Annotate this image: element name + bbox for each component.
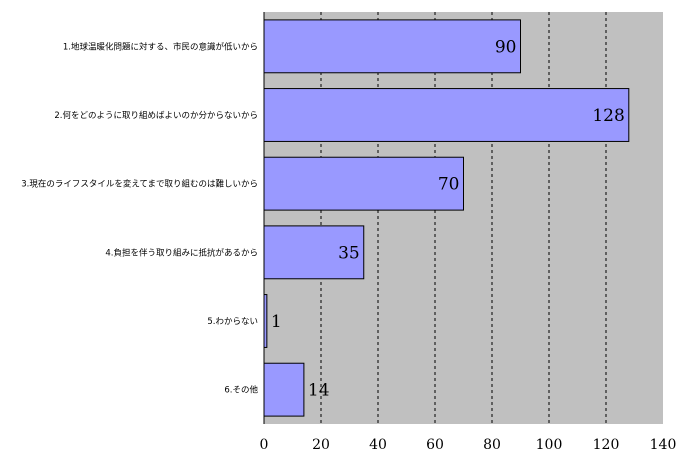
bar xyxy=(263,156,464,211)
bars xyxy=(263,19,630,417)
category-labels: 1.地球温暖化問題に対する、市民の意識が低いから 2.何をどのように取り組めばよい… xyxy=(21,41,258,395)
bar xyxy=(263,19,521,74)
value-label: 1 xyxy=(271,312,282,332)
bar xyxy=(263,88,630,142)
x-tick-label: 80 xyxy=(483,437,501,453)
category-label: 2.何をどのように取り組めばよいのか分からないから xyxy=(54,110,258,121)
x-tick-label: 120 xyxy=(593,437,620,453)
category-label: 3.現在のライフスタイルを変えてまで取り組むのは難しいから xyxy=(21,179,258,190)
x-tick-label: 40 xyxy=(369,437,387,453)
x-tick-label: 140 xyxy=(650,437,677,453)
grid-lines xyxy=(320,12,607,424)
x-tick-label: 20 xyxy=(312,437,330,453)
value-label: 35 xyxy=(338,243,360,263)
x-axis-ticks: 0 20 40 60 80 100 120 140 xyxy=(260,437,677,453)
x-tick-label: 100 xyxy=(536,437,563,453)
category-label: 5.わからない xyxy=(207,317,258,327)
value-label: 128 xyxy=(592,106,624,126)
value-labels: 90 128 70 35 1 14 xyxy=(271,37,625,400)
value-label: 14 xyxy=(308,381,330,401)
category-label: 6.その他 xyxy=(224,385,258,396)
value-label: 90 xyxy=(495,37,517,57)
x-tick-label: 60 xyxy=(426,437,444,453)
category-label: 4.負担を伴う取り組みに抵抗があるから xyxy=(105,247,258,258)
x-tick-label: 0 xyxy=(260,437,269,453)
value-label: 70 xyxy=(438,175,460,195)
plot-area xyxy=(264,12,663,424)
bar xyxy=(263,362,305,417)
category-label: 1.地球温暖化問題に対する、市民の意識が低いから xyxy=(63,41,258,52)
bar xyxy=(263,225,365,280)
